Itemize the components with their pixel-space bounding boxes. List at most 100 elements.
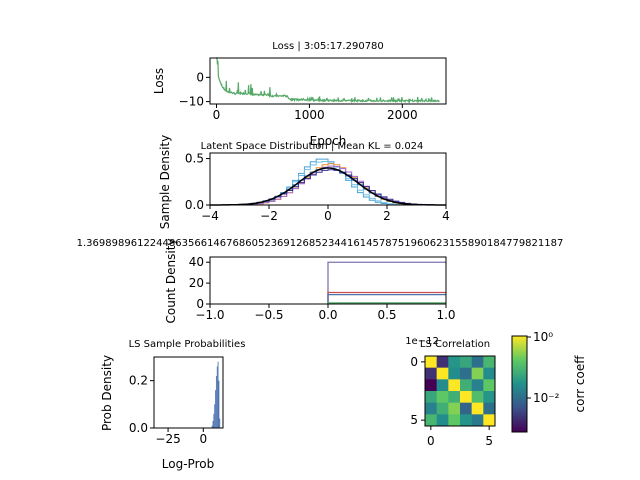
latent-x-tick-label: 4 [442, 209, 450, 223]
probabilities-bar [219, 418, 221, 428]
latent-y-tick-label: 0.5 [185, 152, 204, 166]
probabilities-x-label: Log-Prob [162, 457, 214, 471]
latent-panel: Latent Space Distribution | Mean KL = 0.… [158, 135, 450, 229]
latent-title: Latent Space Distribution | Mean KL = 0.… [201, 141, 424, 152]
probabilities-y-tick-label: 0.0 [129, 421, 148, 435]
count-plot-area [327, 261, 446, 304]
heatmap-cell [483, 356, 496, 368]
loss-x-tick-label: 0 [213, 108, 221, 122]
colorbar-label: corr coeff [573, 355, 587, 413]
heatmap-cell [448, 356, 461, 368]
heatmap-cell [460, 356, 472, 368]
loss-plot-area [215, 57, 440, 104]
heatmap-cell [436, 414, 449, 427]
heatmap-cell [448, 414, 461, 427]
correlation-heatmap [425, 356, 496, 427]
probabilities-panel: LS Sample Probabilities −25 0 0.0 0.2 Log-P… [100, 339, 245, 471]
loss-x-tick-label: 1000 [294, 108, 325, 122]
probabilities-bar [217, 361, 219, 428]
latent-series-line [221, 169, 435, 206]
heatmap-cell [436, 391, 449, 403]
heatmap-cell [425, 402, 437, 415]
count-x-tick-label: 0.5 [377, 308, 396, 322]
heatmap-cell [471, 379, 484, 392]
count-series-line [327, 293, 446, 304]
latent-x-tick-label: −2 [260, 209, 278, 223]
latent-x-tick-label: −4 [201, 209, 219, 223]
probabilities-title: LS Sample Probabilities [129, 339, 246, 350]
heatmap-cell [460, 391, 472, 403]
heatmap-cell [425, 356, 437, 368]
heatmap-cell [425, 414, 437, 427]
loss-y-tick-label: −10 [179, 95, 204, 109]
correlation-axes-frame [424, 355, 496, 427]
count-ticks: −1.0 −0.5 0.0 0.5 1.0 0 20 40 [189, 255, 456, 322]
loss-y-label: Loss [152, 68, 166, 94]
probabilities-ticks: −25 0 0.0 0.2 [129, 374, 207, 446]
probabilities-y-tick-label: 0.2 [129, 374, 148, 388]
probabilities-bar [214, 404, 216, 428]
heatmap-cell [483, 367, 496, 380]
heatmap-cell [436, 367, 449, 380]
latent-plot-area [210, 158, 446, 206]
latent-y-label: Sample Density [158, 135, 172, 229]
count-y-tick-label: 20 [189, 276, 204, 290]
probabilities-bar [211, 425, 213, 428]
probabilities-axes-frame [153, 356, 224, 429]
probabilities-y-label: Prob Density [100, 355, 114, 431]
heatmap-cell [436, 356, 449, 368]
loss-line [215, 57, 440, 104]
heatmap-cell [483, 402, 496, 415]
count-y-tick-label: 0 [196, 297, 204, 311]
count-x-tick-label: −1.0 [195, 308, 224, 322]
heatmap-cell [483, 414, 496, 427]
heatmap-cell [448, 402, 461, 415]
heatmap-cell [448, 391, 461, 403]
count-title: 1.36989896122448635661467686052369126852… [77, 238, 564, 249]
probabilities-bar [213, 413, 215, 428]
count-series-line [327, 261, 446, 304]
probabilities-bar [218, 380, 220, 428]
heatmap-cell [460, 414, 472, 427]
probabilities-x-tick-label: −25 [155, 432, 180, 446]
count-y-label: Count Density [164, 238, 178, 323]
correlation-x-tick-label: 5 [485, 434, 493, 448]
latent-x-tick-label: 0 [324, 209, 332, 223]
latent-x-tick-label: 2 [383, 209, 391, 223]
heatmap-cell [436, 379, 449, 392]
heatmap-cell [471, 391, 484, 403]
probabilities-bar [216, 366, 218, 428]
probabilities-x-tick-label: 0 [199, 432, 207, 446]
heatmap-cell [436, 402, 449, 415]
latent-series-line [210, 167, 446, 206]
heatmap-cell [471, 402, 484, 415]
probabilities-bar [215, 390, 216, 428]
latent-series-line [221, 167, 435, 206]
heatmap-cell [425, 367, 437, 380]
heatmap-cell [448, 379, 461, 392]
loss-panel: Loss | 3:05:17.290780 0 1000 2000 0 −10 Epoc… [152, 41, 447, 148]
heatmap-cell [448, 367, 461, 380]
heatmap-cell [460, 367, 472, 380]
colorbar-tick-label: 10⁰ [533, 330, 553, 344]
correlation-y-tick-label: 0 [410, 355, 418, 369]
loss-ticks: 0 1000 2000 0 −10 [179, 70, 418, 122]
probabilities-plot-area [211, 361, 221, 428]
heatmap-cell [425, 379, 437, 392]
heatmap-cell [460, 379, 472, 392]
heatmap-cell [471, 356, 484, 368]
colorbar-tick-label: 10⁻² [533, 391, 560, 405]
count-offset-label: 1e−12 [405, 336, 439, 347]
loss-y-tick-label: 0 [196, 70, 204, 84]
heatmap-cell [483, 391, 496, 403]
loss-x-tick-label: 2000 [387, 108, 418, 122]
correlation-x-tick-label: 0 [427, 434, 435, 448]
probabilities-bar [215, 375, 217, 428]
count-y-tick-label: 40 [189, 255, 204, 269]
correlation-title: LS Correlation [420, 339, 490, 350]
latent-y-tick-label: 0.0 [185, 198, 204, 212]
probabilities-bar [212, 420, 214, 428]
heatmap-cell [471, 414, 484, 427]
correlation-y-tick-label: 5 [410, 413, 418, 427]
